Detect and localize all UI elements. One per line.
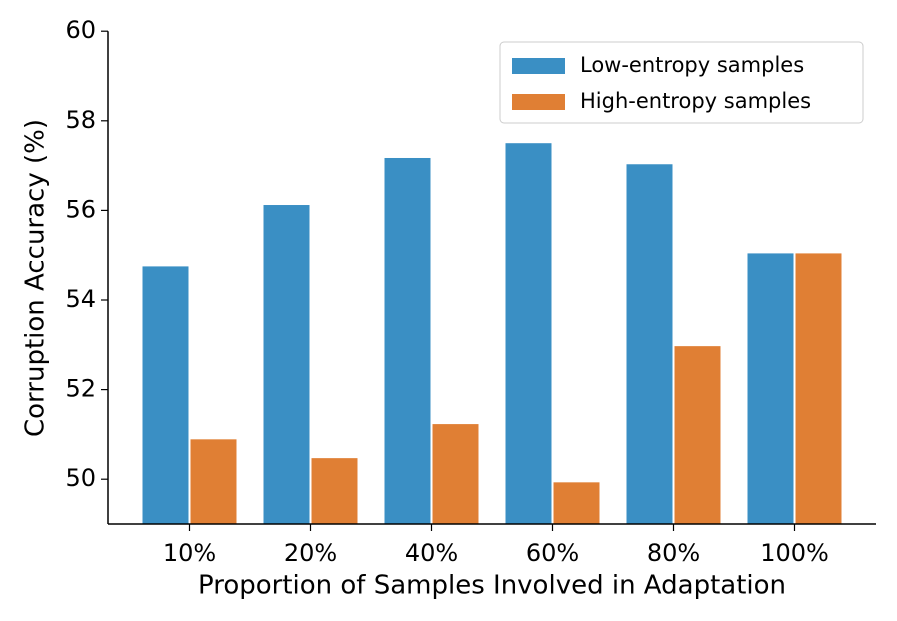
legend-label: Low-entropy samples — [580, 53, 804, 77]
y-tick-label: 56 — [65, 195, 96, 223]
y-tick-label: 52 — [65, 375, 96, 403]
x-tick-label: 20% — [284, 539, 337, 567]
x-tick-label: 80% — [647, 539, 700, 567]
x-tick-label: 100% — [760, 539, 829, 567]
bar — [384, 157, 431, 524]
bar — [432, 424, 479, 524]
y-tick-label: 58 — [65, 106, 96, 134]
y-tick-label: 54 — [65, 285, 96, 313]
legend-swatch — [512, 58, 565, 74]
y-tick-label: 50 — [65, 464, 96, 492]
bar — [747, 253, 794, 524]
x-axis-label: Proportion of Samples Involved in Adapta… — [198, 571, 786, 601]
y-axis-label: Corruption Accuracy (%) — [21, 119, 51, 437]
bar — [505, 143, 552, 524]
x-tick-label: 60% — [526, 539, 579, 567]
bar — [626, 164, 673, 525]
bar — [263, 205, 310, 525]
bar — [142, 266, 189, 524]
bar — [553, 482, 600, 524]
legend-label: High-entropy samples — [580, 89, 811, 113]
bar — [190, 439, 237, 524]
bar — [311, 458, 358, 524]
y-tick-label: 60 — [65, 16, 96, 44]
legend-swatch — [512, 94, 565, 110]
x-tick-label: 40% — [405, 539, 458, 567]
legend: Low-entropy samples High-entropy samples — [499, 41, 864, 124]
x-tick-label: 10% — [163, 539, 216, 567]
legend-box — [499, 41, 864, 124]
bar — [674, 346, 721, 524]
bar — [795, 253, 842, 524]
